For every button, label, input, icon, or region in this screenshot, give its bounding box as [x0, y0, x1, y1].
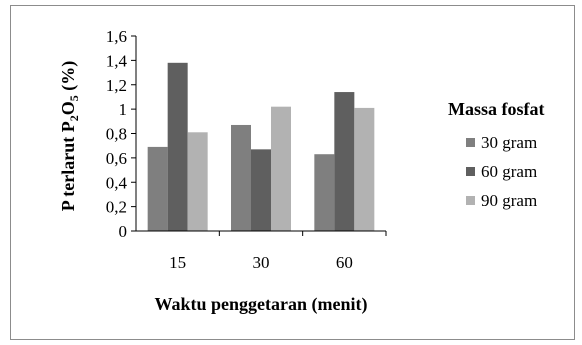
x-tick-label: 60	[336, 253, 353, 272]
bar-chart: 0 0,2 0,4 0,6 0,8 1 1,2 1,4 1,6 15 30 60 Waktu pen…	[58, 27, 545, 315]
x-axis-title: Waktu penggetaran (menit)	[155, 294, 368, 315]
y-tick-label: 0	[119, 222, 128, 241]
legend-label: 30 gram	[481, 133, 537, 152]
bar	[187, 132, 208, 231]
bar	[314, 154, 335, 231]
bar	[167, 62, 188, 231]
legend-swatch	[466, 196, 475, 205]
y-axis-title: P terlarut P2O5 (%)	[58, 61, 81, 211]
x-tick-label: 15	[169, 253, 186, 272]
bar	[354, 107, 375, 231]
y-tick-label: 0,8	[106, 125, 127, 144]
legend: 30 gram 60 gram 90 gram	[466, 133, 537, 210]
y-tick-label: 0,2	[106, 198, 127, 217]
y-tick-label: 1,4	[106, 51, 128, 70]
y-tick-label: 1	[119, 100, 128, 119]
legend-label: 60 gram	[481, 162, 537, 181]
chart-frame: 0 0,2 0,4 0,6 0,8 1 1,2 1,4 1,6 15 30 60 Waktu pen…	[10, 5, 575, 340]
bars-layer	[147, 62, 375, 231]
legend-label: 90 gram	[481, 191, 537, 210]
y-tick-label: 0,6	[106, 149, 127, 168]
x-tick-layer: 15 30 60	[169, 231, 387, 272]
bar	[334, 92, 355, 231]
x-tick-label: 30	[253, 253, 270, 272]
y-tick-label: 0,4	[106, 173, 128, 192]
y-tick-layer: 0 0,2 0,4 0,6 0,8 1 1,2 1,4 1,6	[106, 27, 136, 241]
y-tick-label: 1,6	[106, 27, 127, 46]
legend-title: Massa fosfat	[448, 99, 545, 119]
bar	[147, 146, 168, 231]
bar	[271, 106, 291, 231]
bar	[231, 124, 251, 231]
y-tick-label: 1,2	[106, 76, 127, 95]
legend-swatch	[466, 138, 475, 147]
legend-swatch	[466, 167, 475, 176]
bar	[251, 149, 271, 231]
